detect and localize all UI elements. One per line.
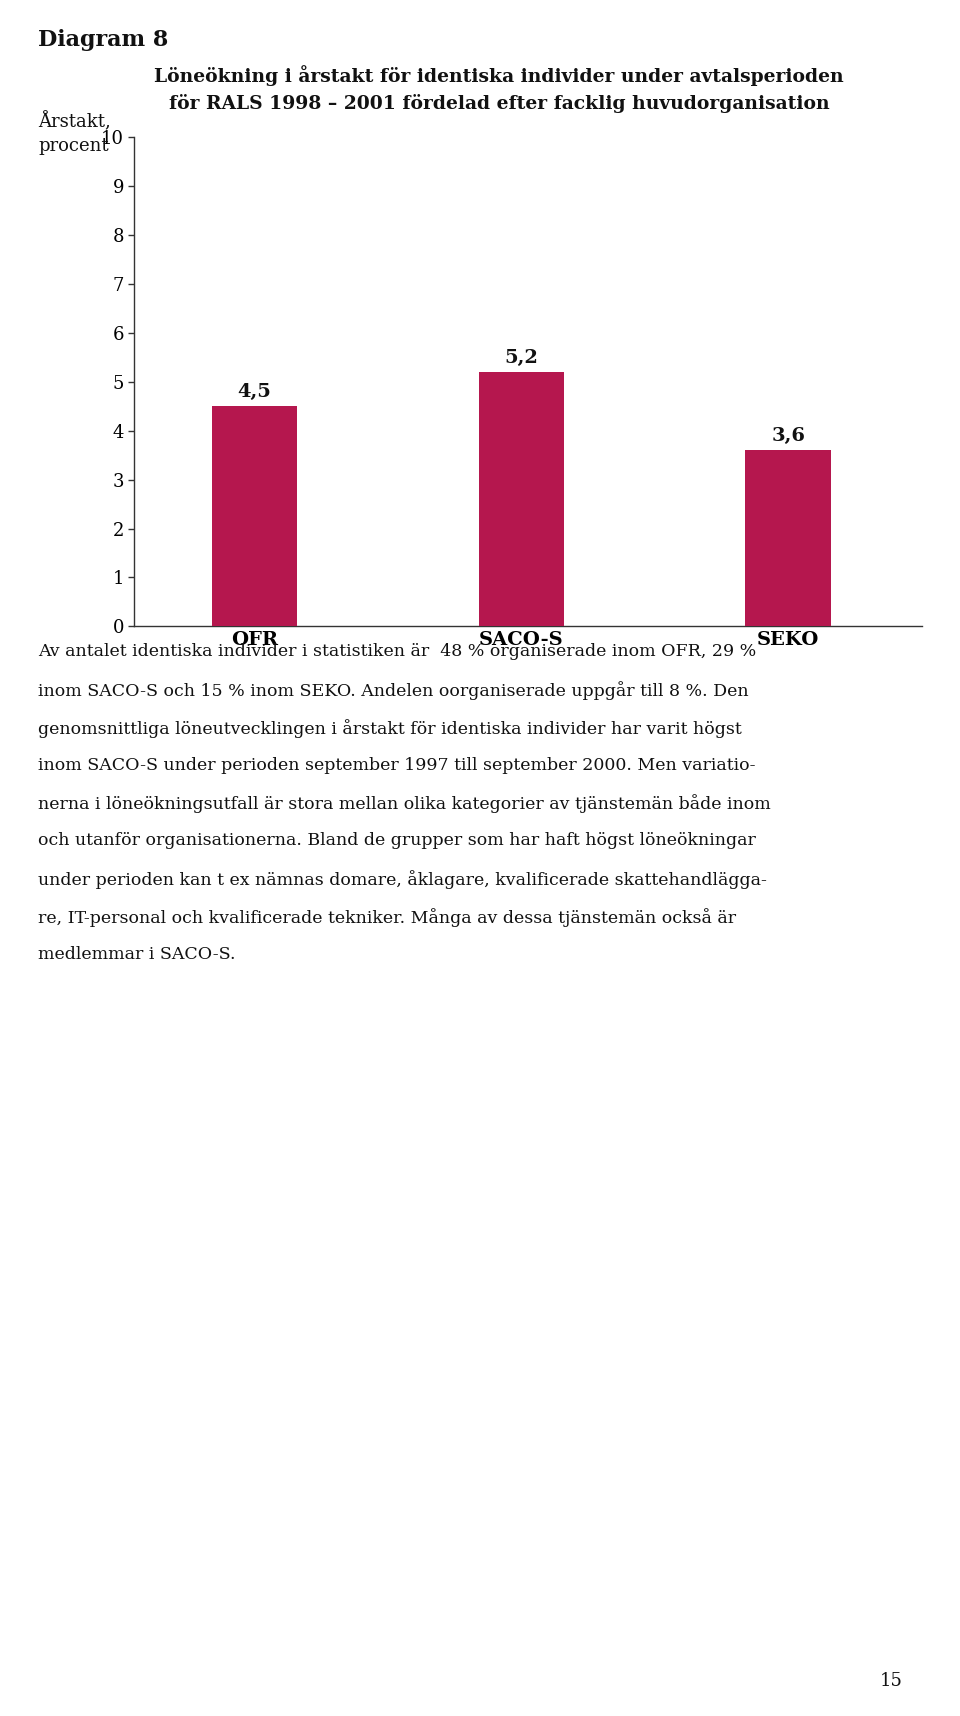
Text: och utanför organisationerna. Bland de grupper som har haft högst löneökningar: och utanför organisationerna. Bland de g…: [38, 832, 756, 849]
Text: 3,6: 3,6: [771, 427, 805, 446]
Text: Löneökning i årstakt för identiska individer under avtalsperioden
för RALS 1998 : Löneökning i årstakt för identiska indiv…: [155, 65, 844, 113]
Text: Av antalet identiska individer i statistiken är  48 % organiserade inom OFR, 29 : Av antalet identiska individer i statist…: [38, 644, 756, 661]
Text: Årstakt,: Årstakt,: [38, 112, 111, 130]
Text: genomsnittliga löneutvecklingen i årstakt för identiska individer har varit högs: genomsnittliga löneutvecklingen i årstak…: [38, 719, 742, 738]
Text: medlemmar i SACO-S.: medlemmar i SACO-S.: [38, 946, 236, 963]
Text: Diagram 8: Diagram 8: [38, 29, 169, 51]
Bar: [746, 450, 830, 626]
Text: under perioden kan t ex nämnas domare, åklagare, kvalificerade skattehandlägga-: under perioden kan t ex nämnas domare, å…: [38, 870, 767, 889]
Bar: [479, 372, 564, 626]
Text: nerna i löneökningsutfall är stora mellan olika kategorier av tjänstemän både in: nerna i löneökningsutfall är stora mella…: [38, 795, 771, 813]
Text: 4,5: 4,5: [237, 383, 272, 402]
Text: inom SACO-S och 15 % inom SEKO. Andelen oorganiserade uppgår till 8 %. Den: inom SACO-S och 15 % inom SEKO. Andelen …: [38, 681, 749, 700]
Text: inom SACO-S under perioden september 1997 till september 2000. Men variatio-: inom SACO-S under perioden september 199…: [38, 757, 756, 774]
Bar: [212, 407, 298, 626]
Text: re, IT-personal och kvalificerade tekniker. Många av dessa tjänstemän också är: re, IT-personal och kvalificerade teknik…: [38, 908, 736, 927]
Text: 15: 15: [879, 1673, 902, 1690]
Text: procent: procent: [38, 137, 109, 154]
Text: 5,2: 5,2: [504, 348, 539, 367]
